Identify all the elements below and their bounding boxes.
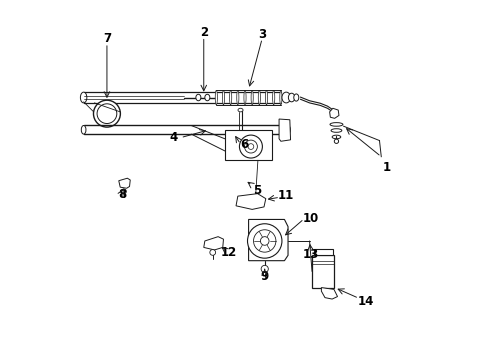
Ellipse shape [215, 90, 218, 105]
Ellipse shape [289, 93, 295, 102]
Polygon shape [321, 288, 338, 299]
Ellipse shape [286, 126, 291, 134]
Polygon shape [236, 194, 266, 210]
Circle shape [260, 237, 269, 245]
Ellipse shape [230, 90, 232, 105]
Ellipse shape [196, 94, 201, 101]
Ellipse shape [331, 129, 342, 132]
Text: 8: 8 [118, 188, 126, 201]
Ellipse shape [332, 135, 341, 139]
Circle shape [210, 249, 216, 255]
Ellipse shape [81, 126, 86, 134]
Polygon shape [314, 249, 333, 255]
Ellipse shape [97, 104, 117, 123]
Text: 9: 9 [261, 270, 269, 283]
Polygon shape [330, 108, 339, 118]
Text: 1: 1 [383, 161, 391, 174]
Text: 13: 13 [302, 248, 319, 261]
Text: 12: 12 [220, 246, 237, 259]
Polygon shape [225, 130, 272, 160]
Polygon shape [204, 237, 223, 250]
Polygon shape [119, 178, 130, 188]
Ellipse shape [238, 108, 243, 112]
Text: 7: 7 [103, 32, 111, 45]
Text: 14: 14 [357, 295, 374, 308]
Ellipse shape [258, 90, 260, 105]
Circle shape [122, 189, 126, 194]
Polygon shape [248, 220, 288, 261]
Text: 11: 11 [278, 189, 294, 202]
Ellipse shape [80, 92, 87, 103]
Ellipse shape [237, 90, 239, 105]
Circle shape [334, 139, 339, 143]
Circle shape [240, 135, 262, 158]
Ellipse shape [330, 123, 343, 126]
Ellipse shape [282, 92, 291, 103]
Circle shape [253, 230, 276, 252]
Ellipse shape [205, 94, 210, 101]
Circle shape [245, 140, 257, 153]
Text: 5: 5 [253, 184, 262, 197]
Polygon shape [279, 119, 291, 141]
Text: 6: 6 [240, 138, 248, 150]
Ellipse shape [244, 90, 246, 105]
Text: 4: 4 [169, 131, 177, 144]
Ellipse shape [280, 90, 282, 105]
Polygon shape [312, 255, 334, 288]
Ellipse shape [251, 90, 253, 105]
Text: 2: 2 [200, 26, 208, 39]
Ellipse shape [266, 90, 268, 105]
Ellipse shape [222, 90, 224, 105]
Circle shape [261, 265, 269, 273]
Ellipse shape [94, 100, 121, 127]
Text: 10: 10 [302, 212, 319, 225]
Ellipse shape [294, 94, 299, 101]
Circle shape [248, 144, 254, 149]
Text: 3: 3 [258, 28, 266, 41]
Ellipse shape [272, 90, 275, 105]
Circle shape [247, 224, 282, 258]
